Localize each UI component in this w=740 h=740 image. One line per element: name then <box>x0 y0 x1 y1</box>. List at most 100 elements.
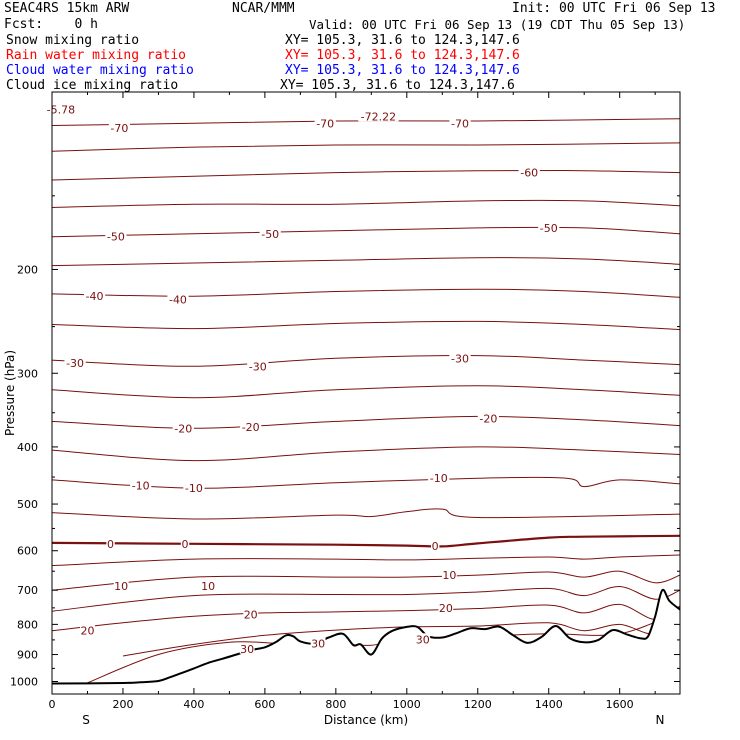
init-time: Init: 00 UTC Fri 06 Sep 13 <box>512 1 716 16</box>
contour-label-bg <box>538 221 560 233</box>
contour-label: 10 <box>442 569 456 582</box>
field-xy-cloud-water: XY= 105.3, 31.6 to 124.3,147.6 <box>285 63 520 78</box>
contour-label: 20 <box>80 625 94 638</box>
y-tick-label: 600 <box>17 545 38 558</box>
contour-label: -70 <box>451 117 469 130</box>
x-tick-label: 800 <box>325 698 346 711</box>
contour-label: -72.22 <box>361 110 396 123</box>
contour-label: -60 <box>520 167 538 180</box>
contour-label-bg <box>240 420 262 432</box>
contour-label-bg <box>43 103 78 115</box>
x-tick-label: 600 <box>254 698 275 711</box>
contour-label-bg <box>310 637 326 649</box>
field-label-rain: Rain water mixing ratio <box>6 48 187 63</box>
contour-label-bg <box>518 166 540 178</box>
contour-label-bg <box>243 608 259 620</box>
contour-line-minus-55 <box>52 199 680 208</box>
field-label-snow: Snow mixing ratio <box>6 33 140 48</box>
contour-label: 20 <box>244 609 258 622</box>
field-xy-cloud-ice: XY= 105.3, 31.6 to 124.3,147.6 <box>280 78 515 93</box>
contour-label-bg <box>314 117 336 129</box>
model-title: SEAC4RS 15km ARW <box>4 1 130 16</box>
field-label-cloud-ice: Cloud ice mixing ratio <box>6 78 179 93</box>
contour-label-bg <box>438 601 454 613</box>
contour-label-bg <box>358 110 399 122</box>
y-tick-label: 500 <box>17 498 38 511</box>
contour-line-minus-30 <box>52 355 680 367</box>
contour-label-bg <box>247 360 269 372</box>
field-xy-rain: XY= 105.3, 31.6 to 124.3,147.6 <box>285 48 520 63</box>
contour-label: -10 <box>185 482 203 495</box>
contour-label-bg <box>259 227 281 239</box>
x-tick-label: 0 <box>49 698 56 711</box>
contour-line-minus-40 <box>52 288 680 298</box>
contour-label: -70 <box>110 122 128 135</box>
contour-label: 20 <box>439 602 453 615</box>
contour-label-bg <box>449 352 471 364</box>
x-tick-label: 200 <box>112 698 133 711</box>
y-tick-label: 900 <box>17 649 38 662</box>
contour-label: -30 <box>66 357 84 370</box>
x-tick-label: 400 <box>183 698 204 711</box>
x-tick-label: 1200 <box>464 698 492 711</box>
contour-line-minus-5 <box>52 508 680 520</box>
x-axis-title: Distance (km) <box>324 713 408 727</box>
contour-label: -20 <box>242 421 260 434</box>
contour-line-minus-50 <box>52 226 680 238</box>
contour-label-bg <box>106 537 115 549</box>
field-label-cloud-water: Cloud water mixing ratio <box>6 63 194 78</box>
contour-label: -20 <box>479 413 497 426</box>
y-tick-label: 200 <box>17 263 38 276</box>
contour-label: 10 <box>201 580 215 593</box>
contour-label-bg <box>239 642 255 654</box>
contour-label-bg <box>441 569 457 581</box>
contour-label-bg <box>200 579 216 591</box>
contour-line-25 <box>122 610 680 657</box>
contour-label: -40 <box>86 290 104 303</box>
contour-label-bg <box>449 117 471 129</box>
terrain-line <box>52 588 680 685</box>
contour-label: 30 <box>240 643 254 656</box>
contour-line-0 <box>52 534 680 548</box>
contour-line-minus-20 <box>52 415 680 429</box>
contour-line-minus-25 <box>52 385 680 399</box>
contour-label-bg <box>428 472 450 484</box>
contour-label: 0 <box>107 538 114 551</box>
terrain-layer <box>52 588 680 694</box>
temperature-contours <box>52 118 680 684</box>
contour-label-bg <box>415 633 431 645</box>
field-xy-snow: XY= 105.3, 31.6 to 124.3,147.6 <box>285 33 520 48</box>
contour-label: -70 <box>316 117 334 130</box>
contour-labels: -5.78 -70 -70 -72.22 -70 -60 -50 -50 -50 -40 -40 -3… <box>43 103 560 656</box>
contour-line-15 <box>52 585 680 612</box>
y-tick-label: 300 <box>17 367 38 380</box>
contour-label: -30 <box>451 352 469 365</box>
contour-line-10 <box>52 570 680 591</box>
terrain-fill <box>52 590 680 694</box>
contour-label: -30 <box>249 360 267 373</box>
contour-label-bg <box>105 230 127 242</box>
contour-line-minus-35 <box>52 320 680 331</box>
north-endpoint-label: N <box>656 713 665 727</box>
contour-label: -5.78 <box>47 103 75 116</box>
contour-line-minus-65 <box>52 142 680 152</box>
contour-label-bg <box>80 624 95 636</box>
y-tick-label: 400 <box>17 441 38 454</box>
contour-label-bg <box>172 422 194 434</box>
contour-label-bg <box>64 356 86 368</box>
contour-label-bg <box>183 482 205 494</box>
x-tick-label: 1000 <box>393 698 421 711</box>
contour-label: -40 <box>169 294 187 307</box>
x-tick-label: 1600 <box>606 698 634 711</box>
plot-frame <box>51 91 681 695</box>
contour-label: -50 <box>540 222 558 235</box>
y-tick-label: 700 <box>17 584 38 597</box>
contour-label-bg <box>430 539 440 551</box>
y-tick-label: 1000 <box>10 676 38 689</box>
contour-line-minus-60 <box>52 169 680 181</box>
contour-label-bg <box>108 121 131 133</box>
valid-time: Valid: 00 UTC Fri 06 Sep 13 (19 CDT Thu … <box>309 17 686 32</box>
contour-line-minus-45 <box>52 257 680 267</box>
contour-label: -10 <box>430 472 448 485</box>
